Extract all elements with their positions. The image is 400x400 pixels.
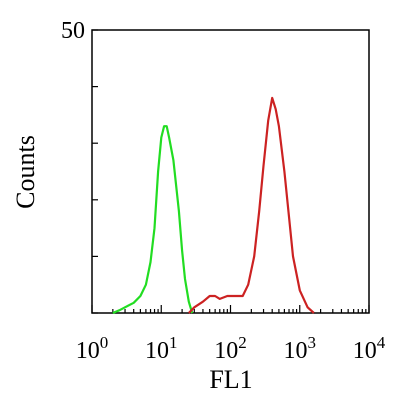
plot-frame — [91, 29, 370, 314]
series-layer — [112, 96, 315, 315]
x-tick-label: 103 — [284, 333, 317, 364]
histogram-series-1 — [112, 125, 194, 315]
axis-ticks — [91, 29, 370, 314]
histogram-series-2 — [188, 96, 315, 314]
y-tick-label-50: 50 — [61, 18, 85, 44]
x-tick-label: 102 — [214, 333, 247, 364]
x-tick-label: 104 — [353, 333, 386, 364]
y-axis-title: Counts — [11, 135, 40, 209]
x-tick-label: 101 — [145, 333, 178, 364]
x-axis-title: FL1 — [209, 365, 252, 394]
x-tick-label: 100 — [76, 333, 109, 364]
x-tick-labels: 100 101 102 103 104 — [76, 333, 386, 364]
